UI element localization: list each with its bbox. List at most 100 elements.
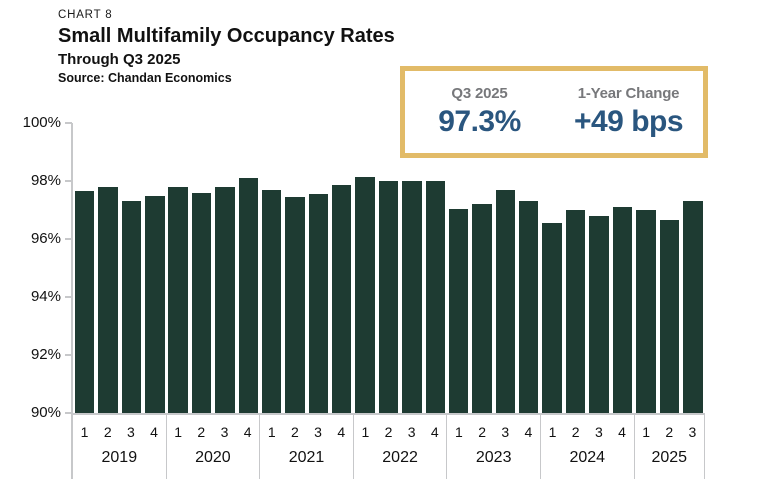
quarter-label: 4 — [337, 424, 346, 440]
quarter-label: 3 — [314, 424, 322, 440]
quarter-label: 2 — [103, 424, 112, 440]
bar-2021-q3 — [308, 194, 329, 413]
bar-2023-q4 — [519, 201, 539, 413]
year-label: 2024 — [569, 449, 606, 466]
y-axis-tick-label: 92% — [30, 346, 61, 363]
y-axis-tick-label: 100% — [22, 114, 61, 131]
summary-callout-box: Q3 2025 97.3% 1-Year Change +49 bps — [400, 66, 708, 158]
bar-2022-q1 — [355, 176, 375, 413]
y-axis-tick-mark — [65, 122, 72, 124]
quarter-label: 4 — [150, 424, 158, 440]
bar-2024-q4 — [612, 207, 632, 413]
y-axis-tick-mark — [65, 412, 72, 414]
chart-number-label: CHART 8 — [58, 9, 113, 21]
bar-2019-q2 — [98, 186, 118, 413]
x-axis-group-2025: 1 2 3 2025 — [635, 415, 705, 479]
quarter-label: 4 — [430, 424, 439, 440]
bar-2025-q3 — [683, 201, 704, 413]
x-axis-group-2022: 1 2 3 4 2022 — [354, 415, 448, 479]
quarter-label: 1 — [642, 424, 651, 440]
quarter-label: 3 — [688, 424, 697, 440]
callout-change-value: +49 bps — [573, 105, 684, 138]
y-axis-tick-label: 98% — [30, 172, 61, 189]
year-label: 2019 — [101, 449, 138, 466]
bar-2021-q2 — [285, 196, 305, 413]
chart-header: CHART 8 Small Multifamily Occupancy Rate… — [58, 9, 395, 85]
quarter-label: 3 — [594, 424, 603, 440]
year-label: 2022 — [382, 449, 418, 466]
quarter-label: 2 — [571, 424, 580, 440]
y-axis-tick-label: 94% — [30, 288, 61, 305]
quarter-label: 2 — [478, 424, 486, 440]
x-axis-group-2019: 1 2 3 4 2019 — [71, 415, 167, 479]
bar-2020-q2 — [191, 192, 212, 413]
quarter-label: 1 — [80, 424, 89, 440]
bar-2025-q1 — [635, 210, 656, 413]
bar-2020-q1 — [168, 186, 188, 413]
year-label: 2023 — [475, 449, 512, 466]
chart-source: Source: Chandan Economics — [58, 71, 232, 85]
plot-area: 100% 98% 96% 94% 92% 90% — [23, 114, 705, 421]
x-axis-group-2024: 1 2 3 4 2024 — [541, 415, 635, 479]
quarter-label: 2 — [197, 424, 206, 440]
quarter-label: 1 — [174, 424, 183, 440]
bar-2022-q2 — [378, 181, 399, 413]
quarter-label: 1 — [548, 424, 557, 440]
quarter-label: 4 — [618, 424, 626, 440]
year-label: 2021 — [288, 449, 325, 466]
year-label: 2020 — [195, 449, 231, 466]
y-axis-tick-mark — [65, 238, 72, 240]
quarter-label: 3 — [407, 424, 416, 440]
bar-2023-q1 — [448, 208, 469, 413]
callout-change-cell: 1-Year Change +49 bps — [554, 85, 703, 139]
bar-2022-q3 — [402, 181, 422, 413]
year-label: 2025 — [651, 449, 688, 466]
y-axis-tick-label: 90% — [30, 404, 61, 421]
quarter-label: 3 — [220, 424, 229, 440]
y-axis-tick-mark — [65, 296, 72, 298]
quarter-label: 2 — [291, 424, 299, 440]
x-axis-group-2021: 1 2 3 4 2021 — [260, 415, 354, 479]
bar-2024-q3 — [589, 215, 609, 413]
bar-2025-q2 — [659, 220, 680, 413]
quarter-label: 2 — [665, 424, 674, 440]
quarter-label: 2 — [384, 424, 393, 440]
chart-subtitle: Through Q3 2025 — [58, 51, 181, 68]
bar-group-2023 — [447, 123, 540, 413]
y-axis-tick-mark — [65, 180, 72, 182]
bar-2021-q4 — [332, 185, 352, 413]
bar-2024-q1 — [542, 223, 562, 413]
y-axis-tick-label: 96% — [30, 230, 61, 247]
bar-2021-q1 — [261, 189, 282, 413]
bar-group-2024 — [540, 123, 633, 413]
bar-2024-q2 — [565, 210, 586, 413]
bar-group-2019 — [73, 123, 166, 413]
callout-period-label: Q3 2025 — [451, 85, 508, 102]
bar-2020-q3 — [215, 186, 235, 413]
x-axis-group-2023: 1 2 3 4 2023 — [447, 415, 541, 479]
callout-period-cell: Q3 2025 97.3% — [405, 85, 554, 139]
quarter-label: 4 — [243, 424, 252, 440]
chart-title: Small Multifamily Occupancy Rates — [58, 25, 395, 47]
callout-period-value: 97.3% — [438, 105, 521, 138]
x-axis: 1 2 3 4 2019 1 2 3 4 2020 1 2 3 4 2021 1 2 3 4 2022 1 2 3 4 2023… — [71, 415, 705, 479]
x-axis-group-2020: 1 2 3 4 2020 — [167, 415, 261, 479]
y-axis-tick-mark — [65, 354, 72, 356]
bar-group-2022 — [353, 123, 446, 413]
bar-group-2021 — [260, 123, 353, 413]
bar-2020-q4 — [238, 178, 258, 413]
bar-chart: 100% 98% 96% 94% 92% 90% 1 2 3 4 2019 1 2 3 4 2020 1 2 3 4… — [23, 114, 705, 479]
bar-2023-q2 — [472, 204, 492, 413]
bar-2019-q1 — [75, 191, 95, 413]
bar-2023-q3 — [495, 189, 516, 413]
quarter-label: 4 — [524, 424, 533, 440]
bar-2022-q4 — [425, 181, 445, 413]
